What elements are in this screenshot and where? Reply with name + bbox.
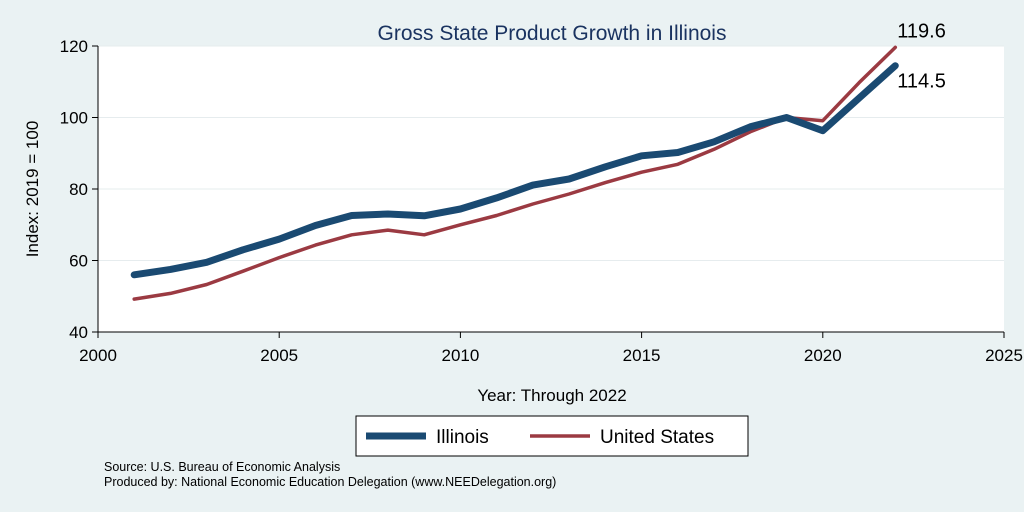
legend-label-united-states: United States bbox=[600, 427, 714, 448]
end-label-illinois: 114.5 bbox=[897, 71, 946, 93]
axes bbox=[92, 45, 1005, 338]
end-labels: 114.5 119.6 bbox=[897, 20, 946, 92]
x-axis-label: Year: Through 2022 bbox=[477, 386, 626, 405]
y-tick-label-100: 100 bbox=[60, 109, 88, 128]
x-tick-label-2020: 2020 bbox=[804, 346, 842, 365]
y-tick-label-120: 120 bbox=[60, 37, 88, 56]
end-label-united-states: 119.6 bbox=[897, 20, 946, 42]
series-lines bbox=[130, 45, 899, 301]
series-line-illinois bbox=[130, 62, 899, 279]
legend-label-illinois: Illinois bbox=[436, 427, 489, 448]
chart-title: Gross State Product Growth in Illinois bbox=[378, 22, 727, 45]
y-tick-label-40: 40 bbox=[69, 323, 88, 342]
y-tick-label-80: 80 bbox=[69, 180, 88, 199]
x-tick-label-2010: 2010 bbox=[441, 346, 479, 365]
x-tick-label-2025: 2025 bbox=[985, 346, 1023, 365]
x-tick-label-2005: 2005 bbox=[260, 346, 298, 365]
source-note: Source: U.S. Bureau of Economic Analysis bbox=[104, 460, 341, 474]
tick-labels: 40 60 80 100 120 2000 2005 2010 2015 2020 2025 bbox=[60, 37, 1023, 365]
x-tick-label-2015: 2015 bbox=[623, 346, 661, 365]
legend: Illinois United States bbox=[355, 415, 749, 457]
x-tick-label-2000: 2000 bbox=[79, 346, 117, 365]
y-tick-label-60: 60 bbox=[69, 252, 88, 271]
y-axis-label: Index: 2019 = 100 bbox=[23, 121, 42, 258]
produced-by-note: Produced by: National Economic Education… bbox=[104, 475, 557, 489]
